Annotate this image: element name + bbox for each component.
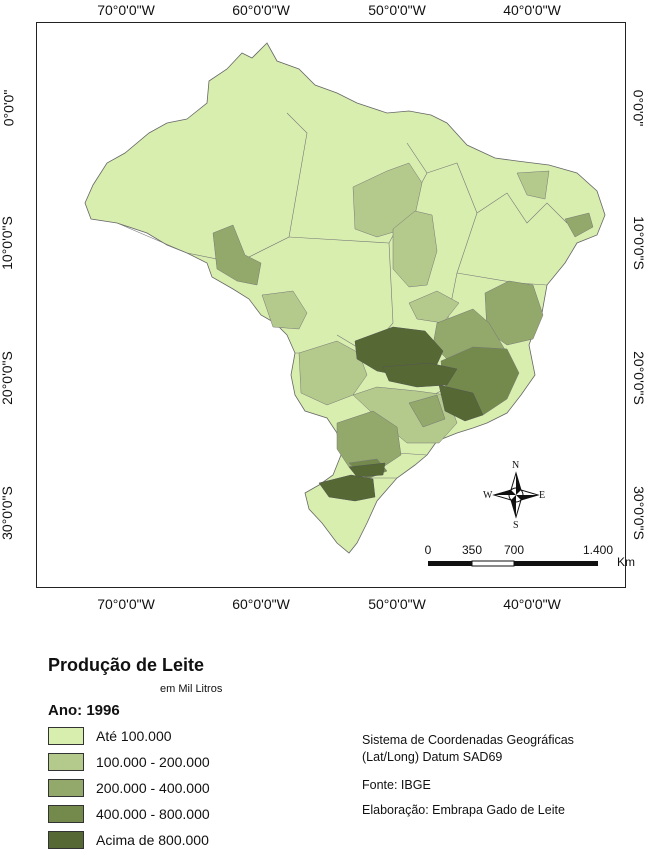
legend-subtitle: em Mil Litros: [160, 683, 223, 695]
info-line-2: (Lat/Long) Datum SAD69: [362, 750, 503, 764]
class5-regions: [318, 326, 484, 502]
left-tick-0: 0°0'0": [0, 89, 17, 127]
map-frame: N S E W 0 350 700 1.400 Km: [36, 22, 635, 588]
bottom-tick-70w: 70°0'0"W: [97, 596, 155, 612]
legend-swatch-5: [48, 831, 84, 849]
bottom-tick-40w: 40°0'0"W: [503, 596, 561, 612]
left-tick-30s: 30°0'0"S: [0, 486, 15, 540]
compass-south: S: [513, 520, 519, 531]
right-tick-30s: 30°0'0"S: [630, 486, 647, 540]
class2-regions: [261, 162, 550, 444]
legend-item-5: Acima de 800.000: [48, 830, 209, 850]
compass-east: E: [539, 490, 546, 501]
scale-label-0: 0: [424, 543, 432, 557]
scale-label-700: 700: [503, 543, 525, 557]
legend-item-3: 200.000 - 400.000: [48, 778, 210, 798]
legend-label-2: 100.000 - 200.000: [96, 754, 210, 770]
legend-swatch-4: [48, 805, 84, 823]
brazil-outline: [84, 42, 606, 554]
info-source: Fonte: IBGE: [362, 778, 431, 792]
scale-unit: Km: [617, 555, 635, 569]
right-tick-20s: 20°0'0"S: [630, 351, 647, 405]
legend-label-3: 200.000 - 400.000: [96, 780, 210, 796]
info-credit: Elaboração: Embrapa Gado de Leite: [362, 803, 565, 817]
top-tick-70w: 70°0'0"W: [97, 2, 155, 18]
legend-title: Produção de Leite: [48, 655, 205, 675]
legend-item-4: 400.000 - 800.000: [48, 804, 210, 824]
legend-label-1: Até 100.000: [96, 728, 172, 744]
legend-year: Ano: 1996: [48, 702, 120, 719]
right-tick-10s: 10°0'0"S: [630, 216, 647, 270]
legend-swatch-2: [48, 753, 84, 771]
legend-swatch-3: [48, 779, 84, 797]
compass-north: N: [512, 460, 520, 471]
bottom-tick-50w: 50°0'0"W: [368, 596, 426, 612]
scale-label-1400: 1.400: [582, 543, 614, 557]
brazil-map: [84, 42, 606, 567]
scale-label-350: 350: [461, 543, 483, 557]
left-tick-10s: 10°0'0"S: [0, 216, 15, 270]
compass-west: W: [483, 490, 493, 501]
legend-swatch-1: [48, 727, 84, 745]
info-line-1: Sistema de Coordenadas Geográficas: [362, 733, 574, 747]
legend-label-4: 400.000 - 800.000: [96, 806, 210, 822]
left-tick-20s: 20°0'0"S: [0, 351, 15, 405]
bottom-tick-60w: 60°0'0"W: [232, 596, 290, 612]
legend-label-5: Acima de 800.000: [96, 832, 209, 848]
top-tick-50w: 50°0'0"W: [368, 2, 426, 18]
top-tick-60w: 60°0'0"W: [232, 2, 290, 18]
legend-item-2: 100.000 - 200.000: [48, 752, 210, 772]
scale-bar: [428, 560, 598, 567]
top-tick-40w: 40°0'0"W: [503, 2, 561, 18]
compass-rose: [492, 471, 540, 519]
legend-item-1: Até 100.000: [48, 726, 172, 746]
right-tick-0: 0°0'0": [630, 89, 647, 127]
